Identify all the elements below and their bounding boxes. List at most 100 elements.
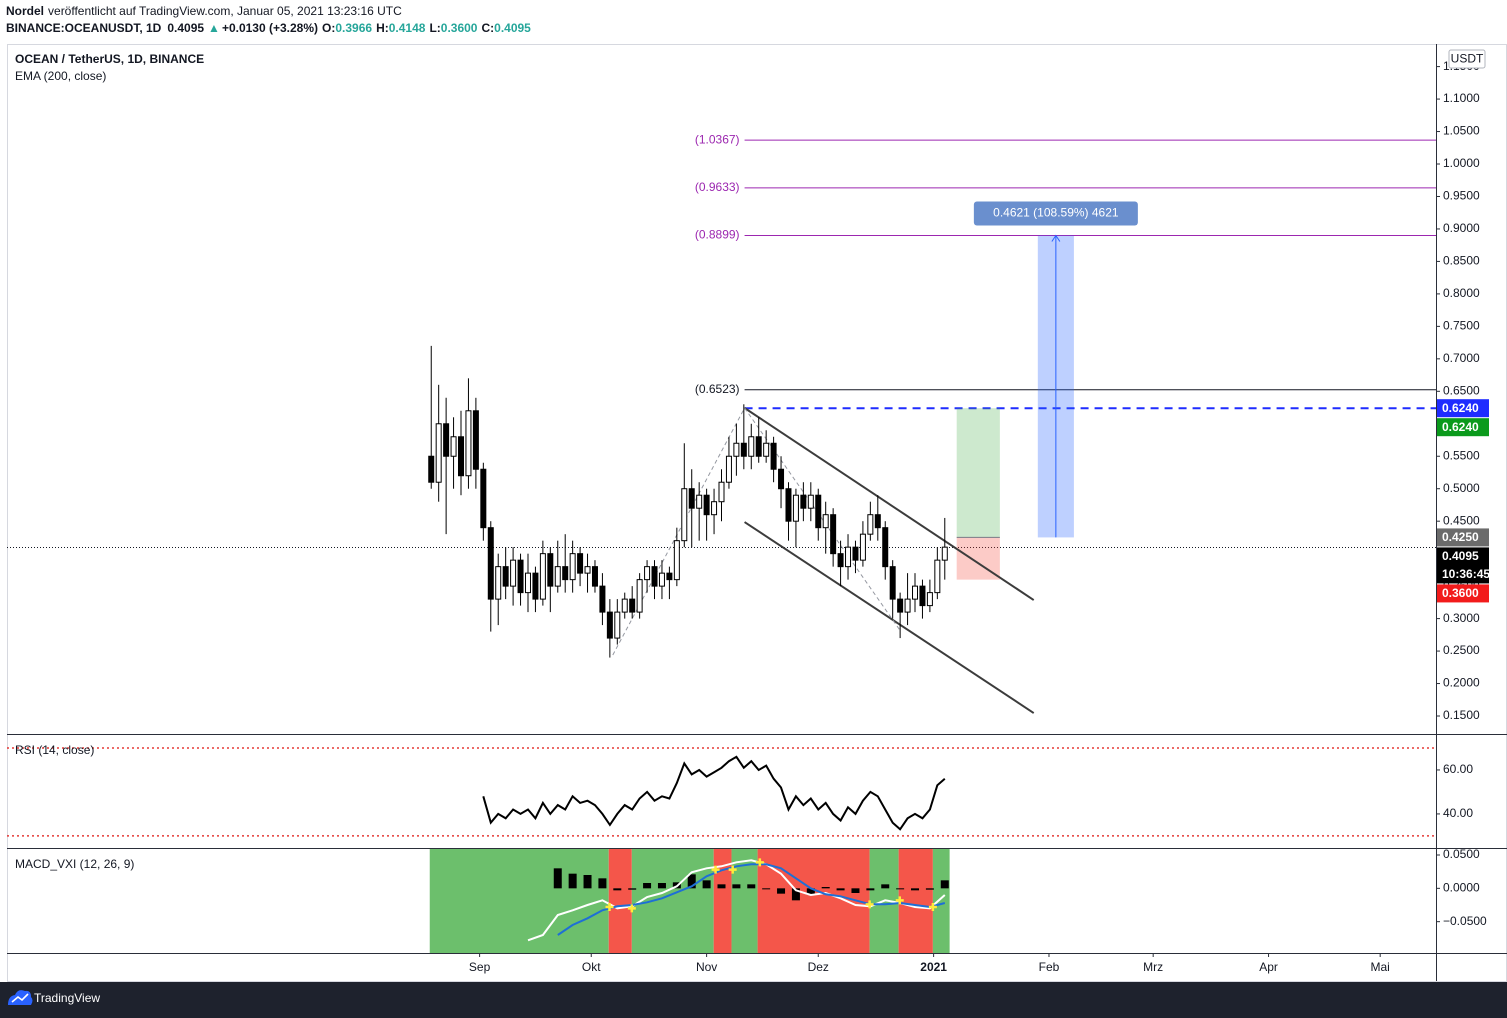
candle-body — [532, 572, 539, 600]
signal-line — [557, 863, 946, 936]
candle-body — [837, 553, 844, 568]
candle-body — [859, 533, 866, 561]
y-tick-label: 0.7500 — [1443, 319, 1480, 333]
candle-body — [673, 540, 680, 581]
candle-body — [480, 468, 487, 529]
y-tick-label: 0.5500 — [1443, 448, 1480, 462]
cross-marker — [928, 903, 937, 911]
ohlc-value: 0.4148 — [389, 21, 426, 35]
candle-body — [941, 546, 948, 561]
signal-region — [757, 849, 870, 953]
plot: (1.0367) (0.9633) (0.8899) (0.6523) 0.4621 (… — [7, 132, 1436, 953]
y-tick-label: 1.0500 — [1443, 124, 1480, 138]
candle-body — [547, 553, 554, 587]
histogram-bar — [702, 880, 711, 889]
measure-arrowhead — [1051, 234, 1061, 242]
candle-body — [688, 488, 695, 509]
candle-body — [830, 514, 837, 555]
candle-body — [599, 585, 606, 613]
cross-marker — [865, 900, 874, 909]
candle-body — [934, 559, 941, 594]
y-tick-label: 1.1000 — [1443, 91, 1480, 105]
ohlc-value: 0.4095 — [494, 21, 531, 35]
price-label: 0.6240 — [1442, 420, 1479, 434]
currency-box — [1448, 49, 1486, 69]
candle-body — [584, 566, 591, 574]
candle-body — [495, 566, 502, 600]
y-tick-label: −0.0500 — [1443, 914, 1487, 928]
histogram-bar — [806, 888, 815, 895]
histogram-bar — [717, 884, 726, 889]
candle-body — [785, 488, 792, 522]
histogram-bar — [732, 884, 741, 889]
y-tick-label: 0.1500 — [1443, 708, 1480, 722]
price-label-box — [1437, 528, 1489, 547]
candle-body — [651, 566, 658, 587]
signal-region — [429, 849, 609, 953]
author: Nordel — [6, 4, 44, 18]
footer — [0, 982, 1507, 1018]
candle-body — [703, 494, 710, 516]
signal-region — [631, 849, 714, 953]
axis-labels: 0.6240 0.6240 0.4250 0.4095 10:36:45 0.3600 — [1437, 399, 1490, 603]
candle-body — [465, 410, 472, 477]
histogram-bar — [866, 888, 875, 891]
price-label-box — [1437, 547, 1489, 584]
candle-body — [770, 442, 777, 470]
candle-body — [882, 527, 889, 568]
macd-title: MACD_VXI (12, 26, 9) — [15, 857, 134, 871]
ohlc-value: 0.3600 — [441, 21, 478, 35]
measure-label-box — [973, 201, 1138, 226]
cross-marker — [627, 904, 636, 913]
y-tick-label: 0.0500 — [1443, 847, 1480, 861]
candle-body — [718, 481, 725, 503]
currency: USDT — [1451, 52, 1484, 66]
histogram-bar — [925, 888, 934, 890]
price-label: 0.6240 — [1442, 401, 1479, 415]
candle-body — [539, 553, 546, 600]
symbol: BINANCE:OCEANUSDT, 1D — [6, 21, 162, 35]
candle-body — [904, 598, 911, 613]
histogram-bar — [628, 888, 637, 890]
histogram-bar — [568, 873, 577, 889]
candle-body — [711, 501, 718, 516]
published: veröffentlicht auf TradingView.com, Janu… — [48, 4, 402, 18]
ohlc-label: L: — [429, 21, 440, 35]
signal-region — [932, 849, 950, 953]
position-target — [956, 408, 1000, 538]
histogram-bar — [896, 888, 905, 890]
candle-body — [614, 611, 621, 639]
y-tick-label: 1.0000 — [1443, 156, 1480, 170]
indicator-title: EMA (200, close) — [15, 69, 106, 83]
quote-line: BINANCE:OCEANUSDT, 1D 0.4095 ▲ +0.0130 (+3.… — [6, 21, 531, 35]
histogram-bar — [762, 888, 771, 890]
price-label-box — [1437, 418, 1489, 437]
x-tick-label: Nov — [696, 960, 717, 974]
up-arrow: ▲ — [208, 21, 220, 35]
cross-marker — [605, 903, 614, 911]
last: 0.4095 — [167, 21, 204, 35]
candle-body — [502, 566, 509, 587]
y-tick-label: 0.4500 — [1443, 513, 1480, 527]
y-tick-label: 0.9500 — [1443, 189, 1480, 203]
candle-body — [763, 442, 770, 457]
measure-label: 0.4621 (108.59%) 4621 — [993, 206, 1119, 220]
candle-body — [912, 585, 919, 600]
candle-body — [472, 410, 479, 470]
candle-body — [889, 566, 896, 600]
candle-body — [569, 553, 576, 581]
candle-body — [748, 436, 755, 457]
y-tick-label: 0.9000 — [1443, 221, 1480, 235]
price-label: 0.4095 — [1442, 549, 1479, 563]
histogram-bar — [821, 887, 830, 889]
logo-cloud — [8, 990, 33, 1005]
histogram-bar — [940, 880, 949, 889]
candle-body — [621, 598, 628, 613]
price-label-box — [1437, 584, 1489, 603]
rsi-title: RSI (14, close) — [15, 743, 94, 757]
y-tick-label: 40.00 — [1443, 806, 1473, 820]
y-tick-label: 0.7000 — [1443, 351, 1480, 365]
y-tick-label: 0.6500 — [1443, 383, 1480, 397]
channel-line — [744, 407, 1035, 601]
